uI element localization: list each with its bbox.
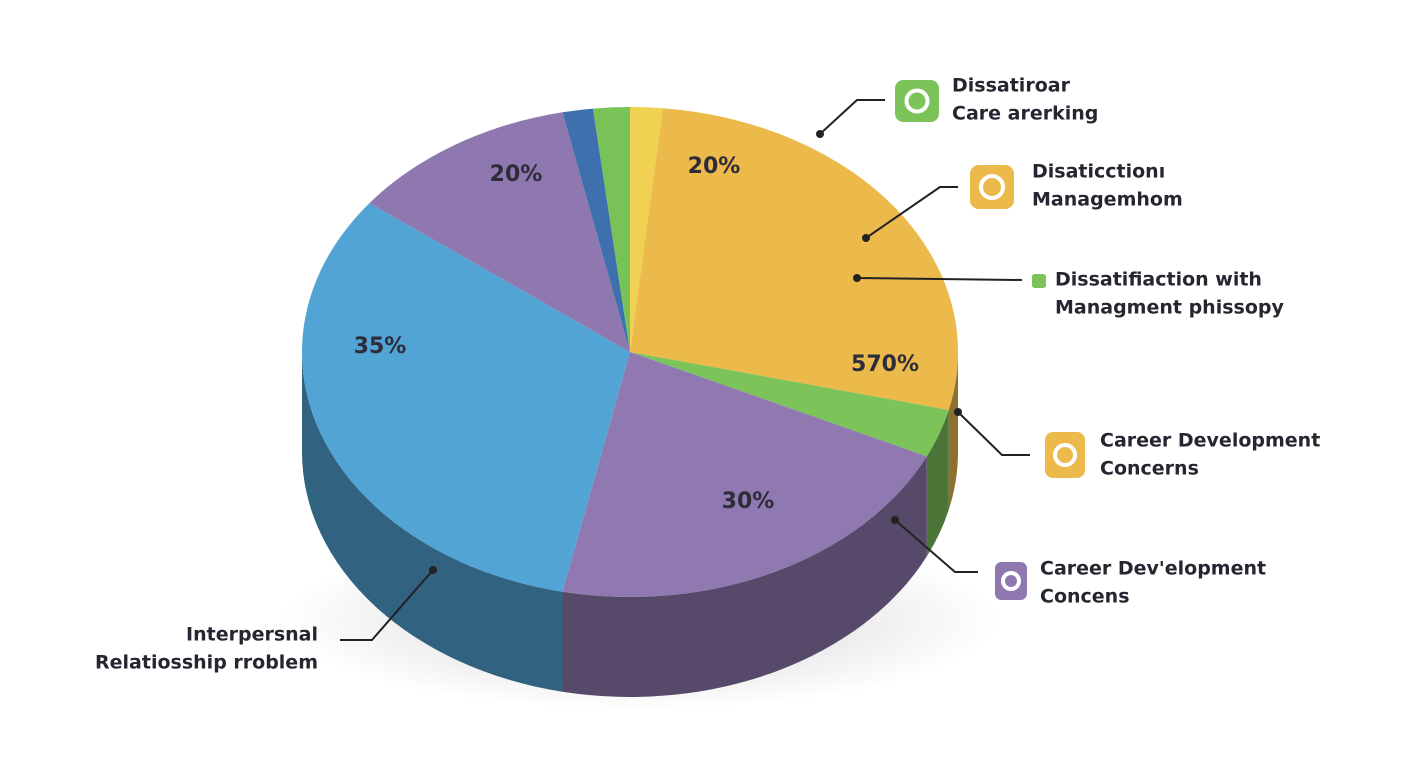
leader-dot xyxy=(954,408,962,416)
callout-icon xyxy=(995,562,1027,600)
leader-line xyxy=(865,186,958,239)
callout-text: Concerns xyxy=(1100,458,1199,480)
slice xyxy=(562,108,630,352)
callout-text: Interpersnal xyxy=(186,624,318,646)
callout-text: Care arerking xyxy=(952,103,1098,125)
slice-side xyxy=(948,352,958,510)
callout-icon-detail xyxy=(979,174,1005,200)
callout-text: Relatiosship rroblem xyxy=(95,652,318,674)
slice xyxy=(369,112,630,352)
callout-text: Dissatifiaction with xyxy=(1055,269,1262,291)
slice xyxy=(630,107,663,352)
slice xyxy=(630,108,958,410)
leader-dot xyxy=(853,274,861,282)
leader-line xyxy=(340,569,434,641)
callout-icon xyxy=(1032,274,1046,288)
leader-dot xyxy=(816,130,824,138)
callout-icon-detail xyxy=(904,88,930,114)
leader-line xyxy=(957,411,1030,456)
callout-icon xyxy=(895,80,939,122)
leader-line xyxy=(894,519,978,573)
callout-icon-detail xyxy=(1053,443,1077,467)
percent-label: 20% xyxy=(688,154,741,179)
callout-text: Managemhom xyxy=(1032,189,1183,211)
percent-label: 570% xyxy=(851,352,919,377)
callout-text: Disaticctionı xyxy=(1032,161,1165,183)
slice xyxy=(630,352,949,457)
percent-label: 35% xyxy=(354,334,407,359)
callout-icon-detail xyxy=(1001,571,1021,591)
leader-dot xyxy=(429,566,437,574)
slice-side xyxy=(926,409,949,557)
callout-text: Career Dev'elopment xyxy=(1040,558,1266,580)
slice-side xyxy=(302,352,563,692)
leader-dot xyxy=(862,234,870,242)
percent-label: 30% xyxy=(722,489,775,514)
callout-text: Career Development xyxy=(1100,430,1320,452)
slice xyxy=(302,203,630,592)
slice xyxy=(562,352,927,597)
slice xyxy=(592,107,630,352)
callout-icon xyxy=(1045,432,1085,478)
callout-text: Concens xyxy=(1040,586,1130,608)
slice-side xyxy=(562,456,927,697)
callout-text: Managment phissopy xyxy=(1055,297,1284,319)
leader-line xyxy=(856,277,1023,281)
leader-dot xyxy=(891,516,899,524)
callout-icon xyxy=(970,165,1014,209)
leader-line xyxy=(819,99,885,135)
percent-label: 20% xyxy=(490,162,543,187)
labels: 20% 20% 35% 570% 30% Dissatiroar Care arerking… xyxy=(95,75,1320,674)
pie xyxy=(302,107,958,697)
callout-text: Dissatiroar xyxy=(952,75,1071,97)
